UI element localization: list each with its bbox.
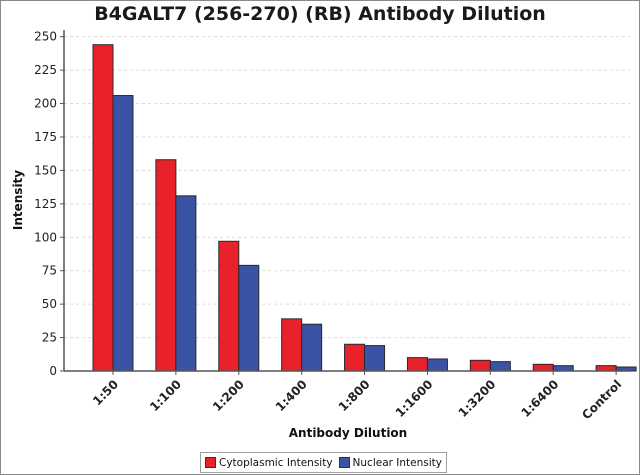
bar-nuclear <box>175 195 197 372</box>
x-tick-label: 1:50 <box>90 377 121 408</box>
x-tick-label: 1:800 <box>336 377 373 414</box>
bar-cytoplasmic <box>595 365 617 372</box>
bar-nuclear <box>489 361 511 372</box>
x-tick-label: Control <box>579 377 624 422</box>
bar-cytoplasmic <box>92 44 114 372</box>
y-axis-label: Intensity <box>11 170 25 230</box>
legend: Cytoplasmic Intensity Nuclear Intensity <box>200 452 447 473</box>
x-axis-label: Antibody Dilution <box>289 426 407 440</box>
y-tick-label: 175 <box>34 130 57 144</box>
bar-nuclear <box>426 358 448 372</box>
bars <box>92 44 637 372</box>
y-tick-label: 200 <box>34 97 57 111</box>
y-tick-label: 0 <box>49 364 57 378</box>
y-tick-label: 50 <box>42 297 57 311</box>
bar-nuclear <box>364 345 386 372</box>
legend-item-cytoplasmic: Cytoplasmic Intensity <box>205 457 333 469</box>
legend-label-cytoplasmic: Cytoplasmic Intensity <box>219 456 333 469</box>
legend-label-nuclear: Nuclear Intensity <box>352 456 442 469</box>
bar-cytoplasmic <box>344 343 366 372</box>
bar-nuclear <box>552 365 574 372</box>
bar-cytoplasmic <box>155 159 177 372</box>
bar-cytoplasmic <box>281 318 303 372</box>
bar-cytoplasmic <box>406 357 428 372</box>
x-tick-label: 1:3200 <box>456 377 499 420</box>
y-tick-label: 225 <box>34 63 57 77</box>
y-tick-label: 75 <box>42 264 57 278</box>
x-tick-label: 1:1600 <box>393 377 436 420</box>
legend-item-nuclear: Nuclear Intensity <box>338 456 442 469</box>
bar-cytoplasmic <box>218 240 240 372</box>
y-tick-label: 125 <box>34 197 57 211</box>
bar-nuclear <box>301 323 323 372</box>
bar-cytoplasmic <box>532 363 554 372</box>
x-tick-label: 1:100 <box>147 377 184 414</box>
legend-swatch-cytoplasmic <box>205 457 216 468</box>
y-tick-label: 100 <box>34 230 57 244</box>
x-tick-label: 1:6400 <box>519 377 562 420</box>
y-tick-label: 25 <box>42 331 57 345</box>
y-axis-ticks: 0 25 50 75 100 125 150 175 200 225 250 <box>34 30 64 378</box>
gridlines <box>64 36 630 339</box>
x-tick-label: 1:400 <box>273 377 310 414</box>
y-tick-label: 150 <box>34 163 57 177</box>
x-axis-ticks: 1:50 1:100 1:200 1:400 1:800 1:1600 1:3200 1:64… <box>90 371 624 422</box>
chart-title: B4GALT7 (256-270) (RB) Antibody Dilution <box>94 3 546 25</box>
x-tick-label: 1:200 <box>210 377 247 414</box>
bar-cytoplasmic <box>469 359 491 372</box>
bar-nuclear <box>112 95 134 372</box>
legend-swatch-nuclear <box>338 457 350 468</box>
y-tick-label: 250 <box>34 30 57 44</box>
bar-nuclear <box>238 264 260 372</box>
